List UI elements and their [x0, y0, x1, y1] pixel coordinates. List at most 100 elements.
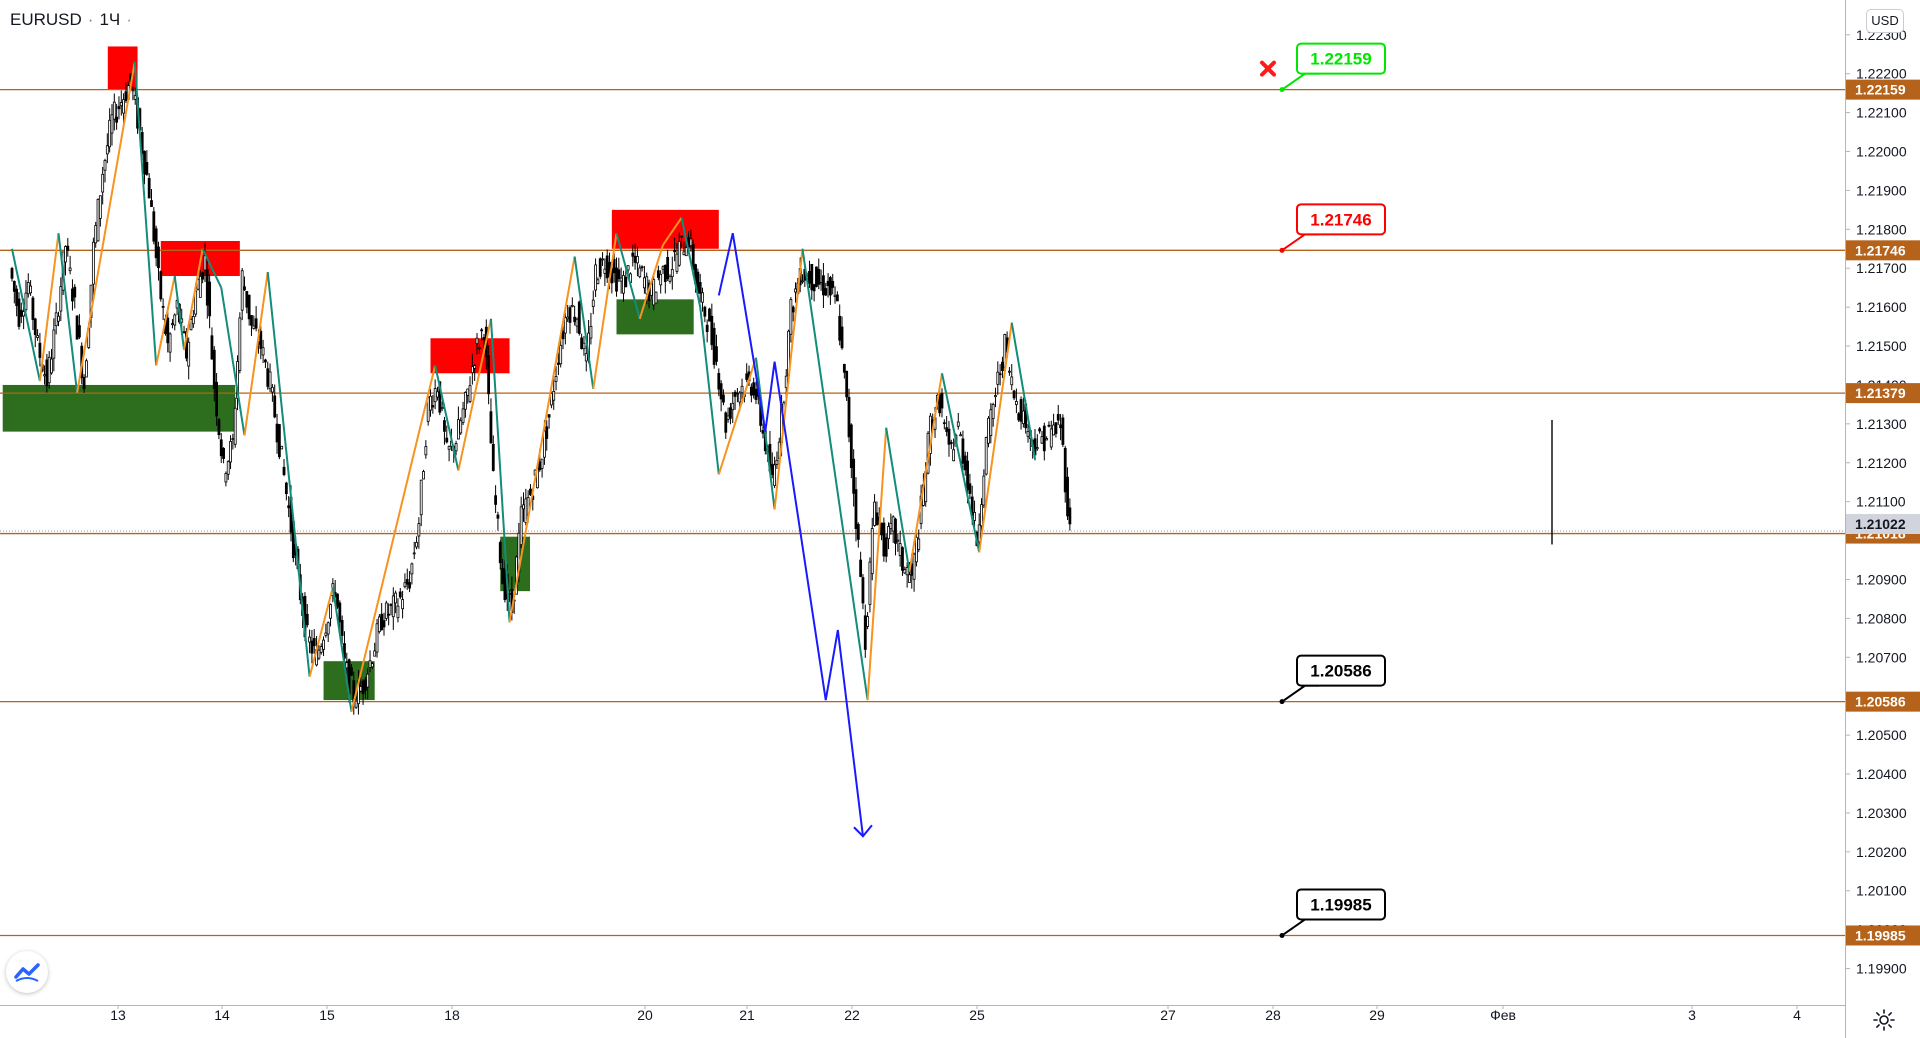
zigzag-down-segment [133, 61, 158, 366]
candle-body [1042, 425, 1046, 452]
candle-body [461, 408, 465, 423]
zigzag-up-segment [773, 248, 804, 510]
candle-body [26, 282, 30, 295]
candle-body [682, 251, 686, 255]
candle-body [603, 268, 607, 274]
candle-body [719, 383, 723, 400]
candle-body [566, 316, 570, 320]
more-dot-icon[interactable]: · [126, 10, 132, 29]
candle-body [496, 514, 500, 519]
candle-body [773, 464, 776, 486]
candle-body [619, 277, 623, 282]
price-tick-label: 1.22200 [1856, 66, 1907, 82]
candle-body [708, 308, 711, 322]
candle-body [940, 393, 944, 409]
candle-body [284, 482, 288, 495]
price-tick-label: 1.21800 [1856, 221, 1907, 237]
candle-body [705, 324, 709, 333]
symbol-header[interactable]: EURUSD · 1Ч · [10, 10, 132, 30]
candle-body [794, 288, 797, 293]
candle-body [417, 523, 421, 537]
candle-body [833, 294, 837, 297]
candle-body [947, 428, 951, 445]
candle-body [903, 569, 907, 574]
candle-body [524, 498, 528, 523]
zigzag-down-segment [331, 587, 353, 712]
candle-body [208, 281, 212, 317]
price-tick-label: 1.19900 [1856, 961, 1907, 977]
zigzag-down-segment [699, 307, 720, 475]
candle-body [698, 282, 702, 294]
candle-body [445, 437, 449, 443]
current-price-badge-label: 1.21022 [1855, 516, 1906, 532]
candle-body [317, 649, 321, 659]
candle-body [1054, 422, 1058, 434]
symbol-name[interactable]: EURUSD [10, 10, 82, 29]
candle-body [729, 407, 732, 419]
candle-body [529, 488, 532, 496]
candle-body [861, 577, 865, 604]
callout-pointer [1281, 233, 1319, 252]
candle-body [345, 662, 349, 669]
candle-body [956, 421, 960, 427]
level-price-badge [1846, 383, 1920, 404]
price-tick-label: 1.20700 [1856, 649, 1907, 665]
candle-body [424, 446, 428, 456]
candle-body [168, 333, 172, 353]
candle-body [266, 368, 270, 387]
candle-body [810, 263, 814, 291]
candles [10, 73, 1553, 715]
currency-badge[interactable]: USD [1866, 9, 1904, 33]
candle-body [480, 329, 484, 332]
candle-body [250, 315, 253, 326]
candle-body [354, 700, 358, 708]
candle-body [638, 267, 642, 278]
zigzag-up-segment [592, 233, 618, 389]
level-price-badge [1846, 240, 1920, 261]
tradingview-logo-icon[interactable] [6, 951, 48, 993]
candle-body [547, 414, 551, 418]
candle-body [826, 280, 830, 287]
price-tick-label: 1.21900 [1856, 182, 1907, 198]
candle-body [689, 238, 693, 246]
candle-body [961, 438, 965, 464]
candle-body [815, 266, 818, 287]
time-tick-label: 27 [1160, 1007, 1176, 1023]
candle-body [601, 258, 604, 261]
candle-body [842, 363, 846, 373]
candle-body [38, 342, 42, 358]
price-callouts[interactable]: 1.22159 1.21746 1.20586 1.19985 [1260, 42, 1386, 938]
time-tick-label: 14 [214, 1007, 230, 1023]
candle-body [159, 271, 163, 300]
candle-body [740, 385, 744, 394]
candle-body [952, 449, 956, 462]
timeframe-label[interactable]: 1Ч [99, 10, 121, 29]
candle-body [152, 211, 156, 242]
candle-body [366, 673, 370, 688]
candle-body [50, 358, 53, 374]
zigzag-up-segment [38, 233, 60, 382]
gear-icon[interactable] [1872, 1008, 1896, 1032]
zigzag-down-segment [11, 248, 41, 382]
candle-body [617, 269, 621, 280]
time-tick-label: 4 [1793, 1007, 1801, 1023]
candle-body [443, 420, 446, 432]
time-scale-axis[interactable]: 13 14 15 18 20 21 22 25 27 28 29 Фев 3 4 [0, 1005, 1845, 1023]
candle-body [726, 415, 730, 420]
candle-body [166, 317, 170, 344]
price-tick-label: 1.20400 [1856, 766, 1907, 782]
candle-body [401, 599, 405, 610]
candle-body [1063, 447, 1067, 493]
candle-body [71, 288, 74, 302]
candle-body [150, 200, 153, 207]
candle-body [508, 593, 511, 595]
callout-label: 1.21746 [1310, 210, 1371, 229]
candle-body [1049, 428, 1053, 448]
candle-body [870, 528, 874, 575]
candle-body [996, 371, 1000, 385]
candle-body [131, 89, 135, 92]
candle-body [110, 114, 114, 134]
callout-pointer [1281, 918, 1319, 937]
candle-body [822, 275, 825, 296]
